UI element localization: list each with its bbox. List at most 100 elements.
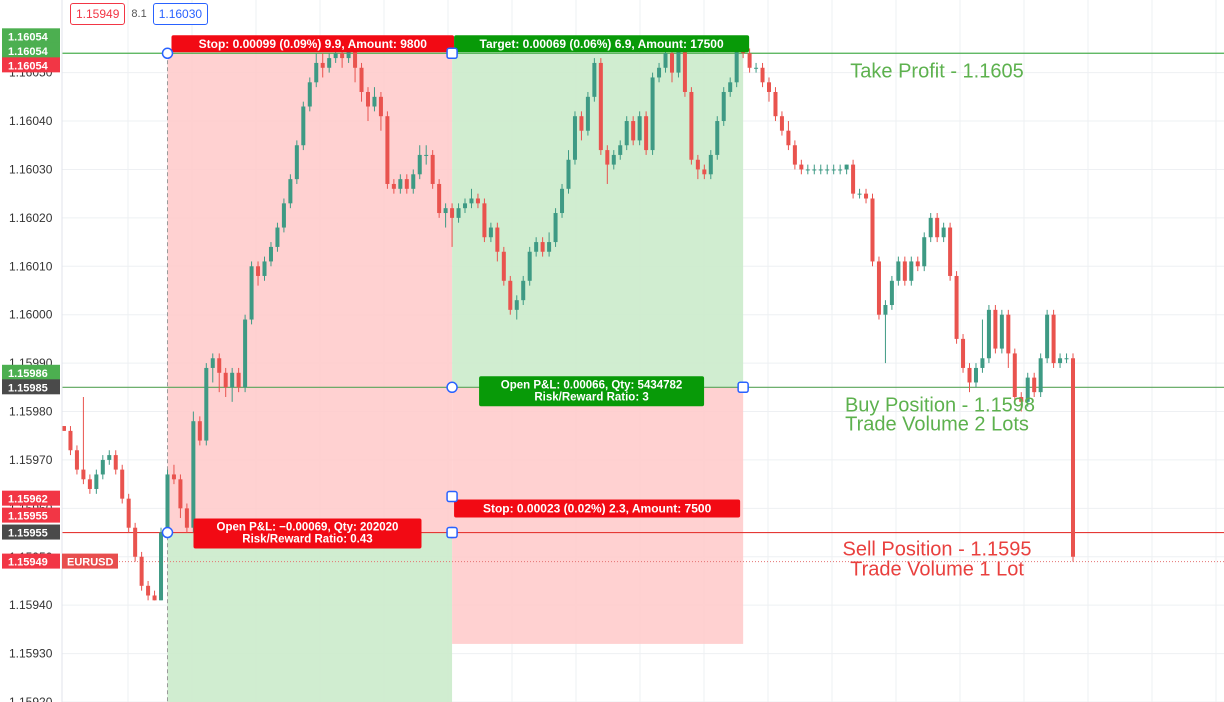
candle-body bbox=[786, 130, 791, 146]
candle-body bbox=[456, 208, 461, 218]
candle-body bbox=[152, 595, 157, 601]
candle-body bbox=[1064, 358, 1069, 360]
candle-body bbox=[359, 67, 364, 92]
candle-body bbox=[1012, 353, 1017, 397]
candle-body bbox=[391, 183, 396, 189]
candle-body bbox=[624, 121, 629, 146]
buy-target-label: Target: 0.00069 (0.06%) 6.9, Amount: 175… bbox=[480, 37, 724, 51]
sell-price-button[interactable]: 1.15949 bbox=[70, 3, 126, 25]
candle-body bbox=[475, 198, 480, 204]
position-zones bbox=[166, 53, 744, 702]
candle-body bbox=[941, 227, 946, 238]
candle-body bbox=[1038, 358, 1043, 393]
buy-pnl-label: Open P&L: 0.00066, Qty: 5434782 bbox=[501, 379, 683, 391]
candle-body bbox=[87, 479, 92, 489]
price-tick-label: 1.16000 bbox=[9, 308, 53, 322]
price-tick-label: 1.15940 bbox=[9, 598, 53, 612]
candle-body bbox=[450, 208, 455, 218]
sell-stop-label-box bbox=[171, 35, 455, 53]
price-axis-marker-label: 1.16054 bbox=[8, 31, 49, 43]
candle-body bbox=[146, 585, 151, 596]
candle-body bbox=[650, 77, 655, 151]
price-axis-marker-label: 1.15986 bbox=[8, 368, 48, 380]
candle-body bbox=[993, 309, 998, 349]
candle-body bbox=[818, 169, 823, 171]
candle-body bbox=[585, 96, 590, 131]
price-axis-marker bbox=[2, 379, 60, 395]
price-tick-label: 1.15920 bbox=[9, 695, 53, 702]
candle-body bbox=[68, 430, 73, 451]
candle-body bbox=[281, 203, 286, 228]
take-profit-annotation: Take Profit - 1.1605 bbox=[850, 60, 1023, 82]
candle-body bbox=[301, 106, 306, 146]
price-tick-label: 1.15930 bbox=[9, 647, 53, 661]
candle-body bbox=[353, 48, 358, 68]
candle-body bbox=[598, 62, 603, 151]
candle-body bbox=[812, 169, 817, 171]
drag-handle-circle bbox=[161, 526, 174, 539]
candle-body bbox=[74, 450, 79, 470]
candle-body bbox=[437, 183, 442, 214]
candle-body bbox=[81, 469, 86, 480]
price-axis: 1.160501.160401.160301.160201.160101.160… bbox=[0, 0, 118, 702]
candle-body bbox=[838, 169, 843, 171]
candle-body bbox=[307, 82, 312, 107]
drag-handle-square bbox=[446, 47, 458, 60]
buy-price-button[interactable]: 1.16030 bbox=[152, 3, 209, 25]
price-axis-marker bbox=[2, 42, 60, 58]
candle-body bbox=[728, 82, 733, 92]
price-axis-marker bbox=[2, 364, 60, 380]
candle-body bbox=[133, 527, 138, 557]
candle-body bbox=[443, 208, 448, 214]
price-axis-marker-label: 1.15955 bbox=[8, 528, 48, 540]
candle-body bbox=[560, 188, 565, 214]
candle-body bbox=[398, 179, 403, 189]
candle-body bbox=[159, 532, 164, 601]
price-axis-marker-label: 1.16054 bbox=[8, 46, 49, 58]
candle-body bbox=[268, 246, 273, 262]
candle-body bbox=[230, 372, 235, 388]
candle-body bbox=[851, 164, 856, 194]
price-tick-label: 1.16030 bbox=[9, 162, 53, 176]
candle-body bbox=[126, 498, 131, 528]
candle-body bbox=[980, 358, 985, 368]
candle-body bbox=[320, 62, 325, 68]
buy-volume-annotation: Trade Volume 2 Lots bbox=[845, 413, 1029, 435]
sell-position-annotation: Sell Position - 1.1595 bbox=[842, 539, 1031, 561]
position-labels: Stop: 0.00099 (0.09%) 9.9, Amount: 9800 T… bbox=[161, 35, 750, 549]
price-axis-marker-label: 1.16054 bbox=[8, 60, 49, 72]
candle-body bbox=[275, 227, 280, 247]
candle-body bbox=[294, 145, 299, 180]
candle-body bbox=[139, 556, 144, 586]
candle-body bbox=[184, 508, 189, 528]
candle-body bbox=[378, 96, 383, 117]
sell-volume-annotation: Trade Volume 1 Lot bbox=[850, 559, 1024, 581]
candle-body bbox=[915, 261, 920, 267]
candle-body bbox=[256, 266, 261, 276]
candle-body bbox=[572, 116, 577, 160]
buy-target-label-box bbox=[454, 35, 750, 53]
price-axis-marker bbox=[2, 490, 60, 506]
candle-body bbox=[779, 116, 784, 131]
candle-body bbox=[262, 261, 267, 276]
candle-body bbox=[501, 251, 506, 281]
candle-body bbox=[521, 280, 526, 301]
candle-body bbox=[876, 261, 881, 315]
candle-body bbox=[961, 338, 966, 368]
candle-body bbox=[734, 43, 739, 83]
price-axis-marker bbox=[2, 28, 60, 44]
price-axis-marker-label: 1.15949 bbox=[8, 557, 48, 569]
candle-body bbox=[120, 469, 125, 499]
drag-handle-circle bbox=[446, 381, 458, 394]
drag-handle-square bbox=[446, 526, 458, 539]
candle-body bbox=[825, 169, 830, 171]
candle-body bbox=[1019, 396, 1024, 402]
spread-value: 8.1 bbox=[131, 8, 147, 20]
candlesticks bbox=[61, 38, 1076, 601]
candle-body bbox=[527, 251, 532, 281]
candle-body bbox=[210, 358, 215, 368]
price-axis-marker-label: 1.15955 bbox=[8, 511, 48, 523]
candle-body bbox=[928, 217, 933, 238]
candle-body bbox=[896, 261, 901, 281]
